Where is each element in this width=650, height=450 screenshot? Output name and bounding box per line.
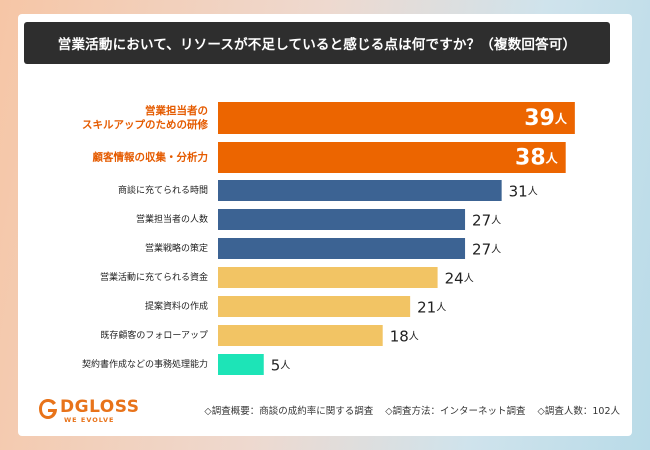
logo-tagline: WE EVOLVE <box>64 416 115 424</box>
dgloss-logo: DGLOSS WE EVOLVE <box>38 396 158 428</box>
bar <box>218 238 466 259</box>
bar <box>218 296 411 317</box>
logo-name: DGLOSS <box>60 397 140 417</box>
survey-notes: ◇調査概要：商談の成約率に関する調査 ◇調査方法：インターネット調査 ◇調査人数… <box>160 403 620 417</box>
bar <box>218 267 438 288</box>
category-label: 営業担当者のスキルアップのための研修 <box>82 104 208 131</box>
bar <box>218 354 264 375</box>
chart-title: 営業活動において、リソースが不足していると感じる点は何ですか？（複数回答可） <box>24 22 610 64</box>
bar <box>218 102 575 134</box>
value-label: 39人 <box>524 106 568 131</box>
bar <box>218 142 566 173</box>
value-label: 38人 <box>515 146 559 171</box>
category-label: 顧客情報の収集・分析力 <box>93 151 209 164</box>
value-label: 27人 <box>472 211 501 229</box>
survey-note: ◇調査方法：インターネット調査 <box>385 406 526 417</box>
category-label: 提案資料の作成 <box>145 300 208 312</box>
bar <box>218 209 466 230</box>
category-label: 営業活動に充てられる資金 <box>100 271 208 283</box>
value-label: 31人 <box>509 182 538 200</box>
value-label: 21人 <box>417 298 446 316</box>
value-label: 27人 <box>472 240 501 258</box>
value-label: 5人 <box>271 356 291 374</box>
survey-note: ◇調査概要：商談の成約率に関する調査 <box>204 406 374 417</box>
category-label: 商談に充てられる時間 <box>118 184 208 196</box>
value-label: 24人 <box>445 269 474 287</box>
survey-note: ◇調査人数：102人 <box>537 406 620 417</box>
category-label: 営業戦略の策定 <box>145 242 208 254</box>
bar <box>218 180 502 201</box>
bar <box>218 325 383 346</box>
category-label: 契約書作成などの事務処理能力 <box>82 358 208 370</box>
category-label: 既存顧客のフォローアップ <box>100 329 208 341</box>
dgloss-logo-icon <box>39 399 57 419</box>
category-label: 営業担当者の人数 <box>136 213 208 225</box>
value-label: 18人 <box>390 327 419 345</box>
